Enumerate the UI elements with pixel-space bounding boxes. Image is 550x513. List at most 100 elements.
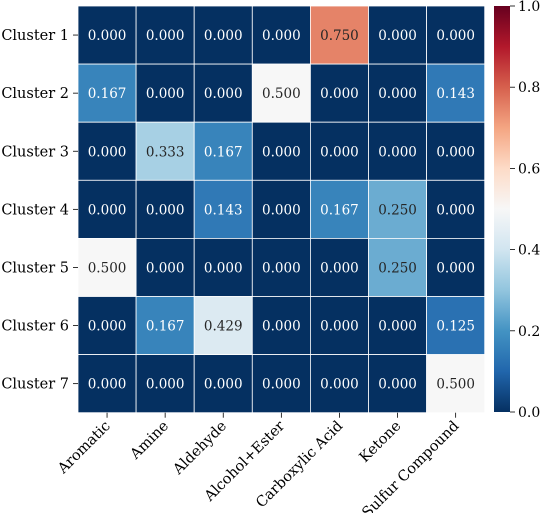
- cell-value-label: 0.000: [378, 319, 417, 335]
- heatmap-cell: [309, 63, 369, 123]
- cell-value-label: 0.000: [436, 28, 475, 44]
- heatmap-cell: [426, 179, 486, 239]
- row-label: Cluster 1: [1, 28, 69, 44]
- heatmap-cell: [368, 179, 427, 239]
- column-label: Aldehyde: [170, 418, 230, 478]
- cell-value-label: 0.250: [378, 202, 417, 218]
- cell-value-label: 0.000: [262, 144, 301, 160]
- cell-value-label: 0.000: [262, 319, 301, 335]
- cell-value-label: 0.000: [88, 377, 127, 393]
- cell-value-label: 0.000: [378, 144, 417, 160]
- row-label: Cluster 5: [1, 260, 69, 276]
- cell-value-label: 0.000: [88, 319, 127, 335]
- heatmap-cell: [426, 121, 486, 181]
- heatmap-cell: [193, 296, 253, 355]
- cell-value-label: 0.000: [378, 377, 417, 393]
- cell-value-label: 0.143: [204, 202, 243, 218]
- column-label: Amine: [127, 418, 172, 463]
- cell-value-label: 0.500: [262, 86, 301, 102]
- heatmap-cell: [309, 121, 369, 181]
- cell-value-label: 0.143: [436, 86, 475, 102]
- cell-value-label: 0.167: [204, 144, 243, 160]
- heatmap-cell: [193, 354, 253, 414]
- heatmap-cell: [251, 179, 311, 239]
- heatmap-cell: [368, 121, 427, 181]
- heatmap-cell: [135, 179, 195, 239]
- heatmap-cell: [251, 121, 311, 181]
- heatmap-cell: [77, 296, 137, 355]
- cell-value-label: 0.000: [436, 202, 475, 218]
- colorbar-tick-label: 0.8: [518, 80, 540, 96]
- cell-value-label: 0.000: [88, 202, 127, 218]
- cell-value-label: 0.750: [320, 28, 359, 44]
- heatmap-cell: [135, 5, 195, 65]
- cell-value-label: 0.000: [146, 260, 185, 276]
- row-label: Cluster 2: [1, 86, 69, 102]
- heatmap-cell: [309, 354, 369, 414]
- cell-value-label: 0.000: [204, 86, 243, 102]
- cell-value-label: 0.000: [378, 28, 417, 44]
- heatmap-cell: [426, 237, 486, 297]
- heatmap-cell: [368, 5, 427, 65]
- colorbar-tick-label: 0.2: [518, 324, 540, 340]
- cell-value-label: 0.000: [436, 260, 475, 276]
- cell-value-label: 0.429: [204, 319, 243, 335]
- row-label: Cluster 7: [1, 377, 69, 393]
- cell-value-label: 0.333: [146, 144, 185, 160]
- heatmap-cell: [77, 179, 137, 239]
- cell-value-label: 0.000: [320, 86, 359, 102]
- column-label: Ketone: [357, 418, 405, 466]
- cell-value-label: 0.000: [146, 28, 185, 44]
- heatmap-cell: [77, 354, 137, 414]
- cell-value-label: 0.000: [146, 202, 185, 218]
- heatmap-cell: [193, 63, 253, 123]
- cell-value-label: 0.000: [262, 28, 301, 44]
- cell-value-label: 0.000: [146, 86, 185, 102]
- cell-value-label: 0.167: [88, 86, 127, 102]
- colorbar-tick-label: 0.6: [518, 161, 540, 177]
- heatmap-cell: [135, 121, 195, 181]
- cell-value-label: 0.000: [146, 377, 185, 393]
- cell-value-label: 0.000: [204, 377, 243, 393]
- cell-value-label: 0.250: [378, 260, 417, 276]
- cell-value-label: 0.000: [88, 28, 127, 44]
- row-label: Cluster 3: [1, 144, 69, 160]
- cell-value-label: 0.000: [204, 28, 243, 44]
- cell-value-label: 0.000: [262, 260, 301, 276]
- heatmap-cell: [251, 296, 311, 355]
- cell-value-label: 0.000: [262, 202, 301, 218]
- colorbar-tick-label: 0.0: [518, 405, 540, 421]
- column-label: Aromatic: [54, 418, 113, 477]
- heatmap-cell: [309, 296, 369, 355]
- cell-value-label: 0.000: [320, 260, 359, 276]
- heatmap-cell: [426, 296, 486, 355]
- cell-value-label: 0.500: [436, 377, 475, 393]
- colorbar-tick-label: 1.0: [518, 0, 540, 15]
- heatmap-cell: [251, 354, 311, 414]
- cell-value-label: 0.000: [320, 319, 359, 335]
- cell-value-label: 0.125: [436, 319, 475, 335]
- heatmap-cell: [193, 121, 253, 181]
- heatmap-cell: [251, 5, 311, 65]
- cell-value-label: 0.000: [88, 144, 127, 160]
- heatmap-cell: [368, 354, 427, 414]
- cell-value-label: 0.000: [204, 260, 243, 276]
- row-label: Cluster 4: [1, 202, 69, 218]
- heatmap-cell: [368, 63, 427, 123]
- heatmap-cell: [135, 296, 195, 355]
- colorbar-tick-label: 0.4: [518, 243, 540, 259]
- column-label: Sulfur Compound: [359, 418, 462, 513]
- heatmap-cell: [309, 5, 369, 65]
- heatmap-cell: [426, 354, 486, 414]
- cell-value-label: 0.000: [436, 144, 475, 160]
- heatmap-cell: [77, 5, 137, 65]
- heatmap-cell: [193, 237, 253, 297]
- colorbar: [494, 6, 510, 412]
- cell-value-label: 0.500: [88, 260, 127, 276]
- cell-value-label: 0.000: [320, 377, 359, 393]
- heatmap-cell: [193, 5, 253, 65]
- heatmap-cell: [77, 237, 137, 297]
- row-label: Cluster 6: [1, 319, 69, 335]
- cell-value-label: 0.000: [262, 377, 301, 393]
